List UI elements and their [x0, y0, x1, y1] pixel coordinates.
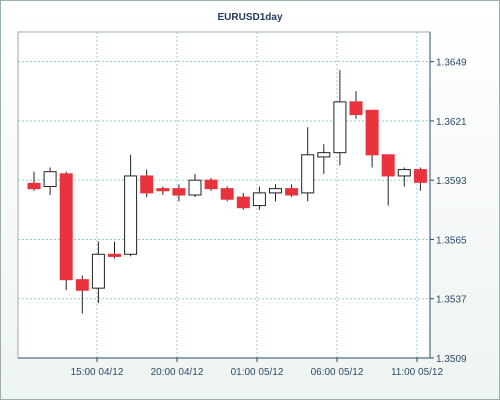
candle-body-down: [365, 109, 379, 156]
candle: [236, 192, 250, 210]
candle: [124, 154, 138, 257]
y-tick-label: 1.3509: [436, 354, 467, 365]
candle-body-down: [172, 188, 186, 196]
candle-layer: [27, 70, 427, 314]
candle-body-down: [349, 101, 363, 116]
candle-body-up: [301, 154, 315, 194]
axis-layer: 1.3649 1.3621 1.3593 1.3565 1.3537 1.3509 15:0…: [18, 32, 467, 378]
candle: [91, 241, 105, 303]
candle: [333, 70, 347, 166]
candle: [285, 184, 299, 198]
candle: [317, 144, 331, 174]
candle-body-up: [269, 188, 282, 194]
candle: [140, 169, 154, 198]
candle: [349, 91, 363, 119]
candle-body-down: [381, 154, 395, 177]
candle: [156, 186, 170, 195]
candle: [59, 171, 73, 291]
y-tick-label: 1.3621: [436, 117, 467, 128]
candle: [397, 167, 411, 187]
candle-body-up: [252, 192, 266, 207]
candle: [220, 186, 234, 202]
candle: [381, 154, 395, 206]
candle-body-down: [220, 188, 234, 200]
candle-body-down: [140, 175, 154, 194]
y-tick-label: 1.3593: [436, 176, 467, 187]
candle: [301, 127, 315, 202]
candle-body-down: [236, 196, 250, 209]
x-tick-label: 01:00 05/12: [231, 367, 284, 378]
candle-body-down: [59, 173, 73, 281]
candle: [43, 167, 57, 195]
y-tick-label: 1.3649: [436, 58, 467, 69]
candle: [108, 241, 121, 259]
candle-body-down: [413, 169, 427, 183]
x-tick-label: 11:00 05/12: [391, 367, 444, 378]
candle-body-down: [108, 253, 121, 257]
x-tick-label: 06:00 05/12: [311, 367, 364, 378]
candle-body-up: [124, 175, 138, 255]
candle: [188, 173, 202, 198]
candle-body-down: [204, 179, 218, 190]
candle-body-down: [156, 188, 170, 192]
candle-body-down: [75, 279, 89, 291]
y-tick-label: 1.3537: [436, 295, 467, 306]
candle: [27, 171, 41, 191]
candle-body-down: [285, 188, 299, 196]
y-tick-label: 1.3565: [436, 235, 467, 246]
candle: [172, 184, 186, 202]
candle: [413, 167, 427, 191]
candle-body-down: [27, 182, 41, 190]
candle-body-up: [317, 152, 331, 158]
candle-body-up: [91, 253, 105, 289]
x-tick-label: 20:00 04/12: [151, 367, 204, 378]
candle-body-up: [43, 171, 57, 188]
candle: [365, 109, 379, 168]
candle-body-up: [188, 179, 202, 196]
candle: [204, 178, 218, 191]
candle: [252, 186, 266, 210]
candle: [269, 184, 282, 202]
candle-body-up: [333, 101, 347, 154]
candle: [75, 275, 89, 314]
chart-title: EURUSD1day: [217, 12, 282, 23]
x-tick-label: 15:00 04/12: [71, 367, 124, 378]
candle-body-up: [397, 169, 411, 177]
